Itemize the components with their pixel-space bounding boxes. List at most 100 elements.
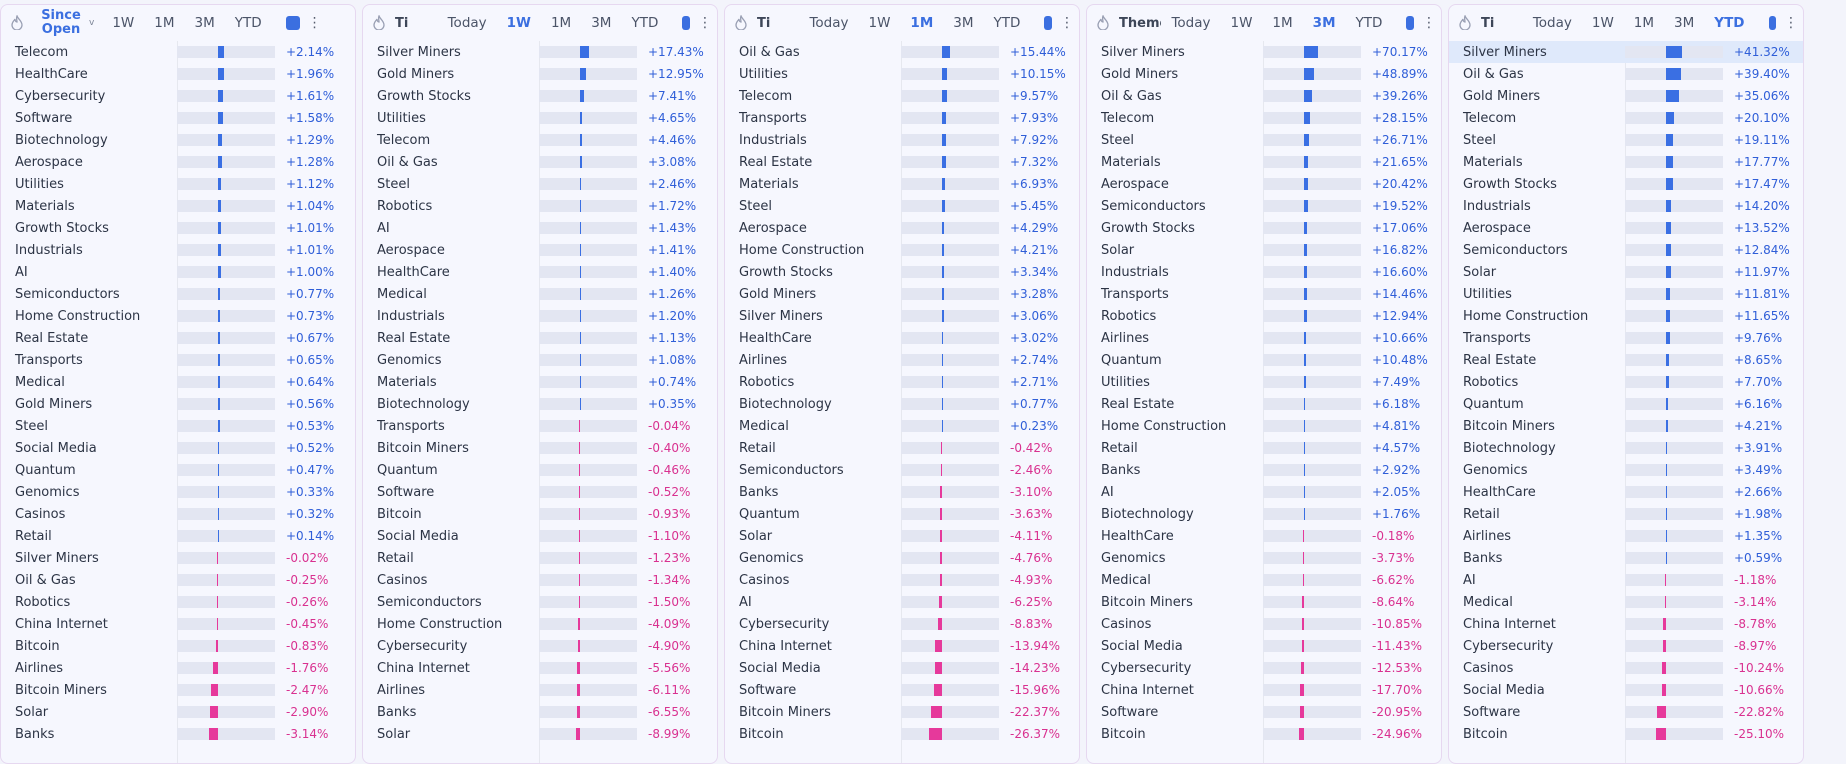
theme-row[interactable]: HealthCare +1.40% [363, 261, 717, 283]
tab-today[interactable]: Today [447, 15, 487, 31]
theme-row[interactable]: Telecom +9.57% [725, 85, 1079, 107]
theme-row[interactable]: Medical +0.64% [1, 371, 355, 393]
theme-row[interactable]: Biotechnology +0.77% [725, 393, 1079, 415]
theme-row[interactable]: Growth Stocks +17.47% [1449, 173, 1803, 195]
tab-today[interactable]: Today [1532, 15, 1572, 31]
theme-row[interactable]: Quantum -3.63% [725, 503, 1079, 525]
panel-title[interactable]: Theme Tr [1119, 15, 1161, 31]
theme-row[interactable]: Telecom +20.10% [1449, 107, 1803, 129]
color-square-icon[interactable] [285, 16, 300, 30]
theme-row[interactable]: Banks -3.10% [725, 481, 1079, 503]
theme-row[interactable]: Biotechnology +0.35% [363, 393, 717, 415]
theme-row[interactable]: Transports -0.04% [363, 415, 717, 437]
theme-row[interactable]: Materials +17.77% [1449, 151, 1803, 173]
theme-row[interactable]: HealthCare -0.18% [1087, 525, 1441, 547]
theme-row[interactable]: Retail +4.57% [1087, 437, 1441, 459]
theme-row[interactable]: AI +1.00% [1, 261, 355, 283]
theme-row[interactable]: Casinos -4.93% [725, 569, 1079, 591]
theme-row[interactable]: Bitcoin Miners -0.40% [363, 437, 717, 459]
theme-row[interactable]: Growth Stocks +7.41% [363, 85, 717, 107]
theme-row[interactable]: Industrials +1.01% [1, 239, 355, 261]
tab-3m[interactable]: 3M [1312, 15, 1336, 31]
tab-ytd[interactable]: YTD [1714, 15, 1745, 31]
theme-row[interactable]: Steel +2.46% [363, 173, 717, 195]
tab-ytd[interactable]: YTD [993, 15, 1021, 31]
theme-row[interactable]: Materials +1.04% [1, 195, 355, 217]
theme-row[interactable]: Biotechnology +1.29% [1, 129, 355, 151]
theme-row[interactable]: Real Estate +1.13% [363, 327, 717, 349]
theme-row[interactable]: Oil & Gas +39.26% [1087, 85, 1441, 107]
theme-row[interactable]: HealthCare +1.96% [1, 63, 355, 85]
theme-row[interactable]: Industrials +7.92% [725, 129, 1079, 151]
panel-title[interactable]: Ti [1481, 15, 1495, 31]
theme-row[interactable]: Utilities +11.81% [1449, 283, 1803, 305]
theme-row[interactable]: Materials +6.93% [725, 173, 1079, 195]
theme-row[interactable]: Airlines +1.35% [1449, 525, 1803, 547]
theme-row[interactable]: HealthCare +2.66% [1449, 481, 1803, 503]
tab-3m[interactable]: 3M [194, 15, 215, 31]
theme-row[interactable]: Gold Miners +0.56% [1, 393, 355, 415]
theme-row[interactable]: Real Estate +6.18% [1087, 393, 1441, 415]
theme-row[interactable]: Banks -3.14% [1, 723, 355, 745]
theme-row[interactable]: Industrials +1.20% [363, 305, 717, 327]
theme-row[interactable]: Solar -4.11% [725, 525, 1079, 547]
theme-row[interactable]: Semiconductors -2.46% [725, 459, 1079, 481]
theme-row[interactable]: Solar -2.90% [1, 701, 355, 723]
theme-row[interactable]: Telecom +2.14% [1, 41, 355, 63]
color-square-icon[interactable] [1044, 16, 1052, 30]
theme-row[interactable]: China Internet -5.56% [363, 657, 717, 679]
tab-3m[interactable]: 3M [591, 15, 612, 31]
theme-row[interactable]: Growth Stocks +17.06% [1087, 217, 1441, 239]
theme-row[interactable]: Oil & Gas +15.44% [725, 41, 1079, 63]
theme-row[interactable]: Genomics +0.33% [1, 481, 355, 503]
theme-row[interactable]: Transports +14.46% [1087, 283, 1441, 305]
theme-row[interactable]: Social Media -11.43% [1087, 635, 1441, 657]
theme-row[interactable]: Casinos -1.34% [363, 569, 717, 591]
theme-row[interactable]: Medical -3.14% [1449, 591, 1803, 613]
tab-1m[interactable]: 1M [1272, 15, 1293, 31]
theme-row[interactable]: Casinos +0.32% [1, 503, 355, 525]
theme-row[interactable]: AI -6.25% [725, 591, 1079, 613]
theme-row[interactable]: AI +1.43% [363, 217, 717, 239]
color-square-icon[interactable] [682, 16, 690, 30]
tab-3m[interactable]: 3M [1674, 15, 1695, 31]
theme-row[interactable]: Casinos -10.24% [1449, 657, 1803, 679]
theme-row[interactable]: Software +1.58% [1, 107, 355, 129]
theme-row[interactable]: Software -15.96% [725, 679, 1079, 701]
theme-row[interactable]: Home Construction -4.09% [363, 613, 717, 635]
theme-row[interactable]: Bitcoin Miners -8.64% [1087, 591, 1441, 613]
theme-row[interactable]: Genomics -4.76% [725, 547, 1079, 569]
tab-1w[interactable]: 1W [112, 15, 135, 31]
theme-row[interactable]: Semiconductors +19.52% [1087, 195, 1441, 217]
theme-row[interactable]: Banks +0.59% [1449, 547, 1803, 569]
theme-row[interactable]: Retail -1.23% [363, 547, 717, 569]
theme-row[interactable]: Cybersecurity -8.97% [1449, 635, 1803, 657]
theme-row[interactable]: Semiconductors -1.50% [363, 591, 717, 613]
theme-row[interactable]: Medical +1.26% [363, 283, 717, 305]
color-square-icon[interactable] [1406, 16, 1414, 30]
theme-row[interactable]: Silver Miners -0.02% [1, 547, 355, 569]
more-menu-icon[interactable]: ⋮ [307, 15, 322, 31]
theme-row[interactable]: Bitcoin -24.96% [1087, 723, 1441, 745]
theme-row[interactable]: Home Construction +4.81% [1087, 415, 1441, 437]
theme-row[interactable]: China Internet -17.70% [1087, 679, 1441, 701]
theme-row[interactable]: Bitcoin -0.83% [1, 635, 355, 657]
theme-row[interactable]: Casinos -10.85% [1087, 613, 1441, 635]
theme-row[interactable]: Transports +7.93% [725, 107, 1079, 129]
tab-1w[interactable]: 1W [506, 15, 531, 31]
theme-row[interactable]: Banks +2.92% [1087, 459, 1441, 481]
theme-row[interactable]: Quantum +0.47% [1, 459, 355, 481]
theme-row[interactable]: Gold Miners +35.06% [1449, 85, 1803, 107]
theme-row[interactable]: China Internet -13.94% [725, 635, 1079, 657]
theme-row[interactable]: Retail +0.14% [1, 525, 355, 547]
theme-row[interactable]: Social Media +0.52% [1, 437, 355, 459]
theme-row[interactable]: Retail +1.98% [1449, 503, 1803, 525]
theme-row[interactable]: Telecom +28.15% [1087, 107, 1441, 129]
theme-row[interactable]: Aerospace +1.28% [1, 151, 355, 173]
theme-row[interactable]: Silver Miners +41.32% [1449, 41, 1803, 63]
tab-3m[interactable]: 3M [953, 15, 974, 31]
more-menu-icon[interactable]: ⋮ [1060, 15, 1074, 31]
theme-row[interactable]: Home Construction +0.73% [1, 305, 355, 327]
theme-row[interactable]: Steel +19.11% [1449, 129, 1803, 151]
theme-row[interactable]: Airlines -6.11% [363, 679, 717, 701]
